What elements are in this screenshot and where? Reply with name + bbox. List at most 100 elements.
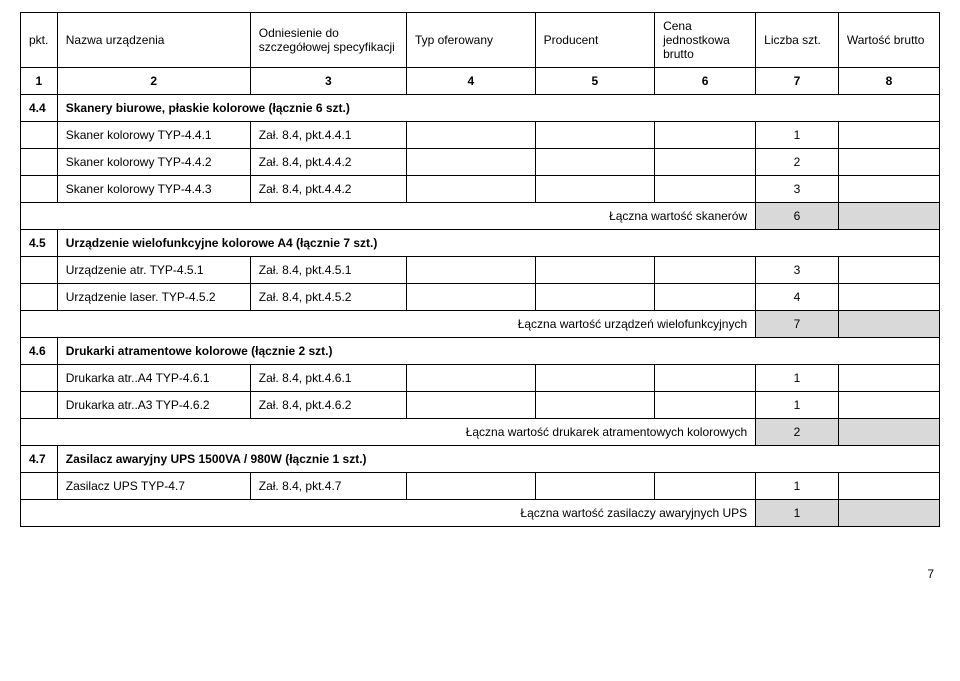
sum-qty: 1 [756, 500, 839, 527]
column-number-row: 1 2 3 4 5 6 7 8 [21, 68, 940, 95]
row-producer [535, 149, 654, 176]
row-name: Urządzenie laser. TYP-4.5.2 [57, 284, 250, 311]
row-name: Skaner kolorowy TYP-4.4.2 [57, 149, 250, 176]
header-col-5: Producent [535, 13, 654, 68]
row-pkt [21, 176, 58, 203]
sum-gross [838, 500, 939, 527]
section-sum-row: Łączna wartość skanerów 6 [21, 203, 940, 230]
colnum-6: 6 [655, 68, 756, 95]
row-ref: Zał. 8.4, pkt.4.5.1 [250, 257, 406, 284]
header-col-3: Odniesienie do szczegółowej specyfikacji [250, 13, 406, 68]
row-ref: Zał. 8.4, pkt.4.4.2 [250, 176, 406, 203]
row-name: Drukarka atr..A3 TYP-4.6.2 [57, 392, 250, 419]
row-qty: 2 [756, 149, 839, 176]
section-heading-row: 4.5 Urządzenie wielofunkcyjne kolorowe A… [21, 230, 940, 257]
sum-label: Łączna wartość skanerów [21, 203, 756, 230]
sum-gross [838, 311, 939, 338]
row-unit-price [655, 176, 756, 203]
section-heading-row: 4.4 Skanery biurowe, płaskie kolorowe (ł… [21, 95, 940, 122]
row-producer [535, 257, 654, 284]
row-producer [535, 365, 654, 392]
sum-qty: 6 [756, 203, 839, 230]
row-type [406, 365, 535, 392]
row-gross [838, 365, 939, 392]
colnum-1: 1 [21, 68, 58, 95]
colnum-8: 8 [838, 68, 939, 95]
row-gross [838, 257, 939, 284]
table-row: Skaner kolorowy TYP-4.4.2 Zał. 8.4, pkt.… [21, 149, 940, 176]
row-gross [838, 149, 939, 176]
sum-qty: 7 [756, 311, 839, 338]
row-qty: 3 [756, 176, 839, 203]
row-unit-price [655, 365, 756, 392]
row-unit-price [655, 284, 756, 311]
row-pkt [21, 257, 58, 284]
table-row: Skaner kolorowy TYP-4.4.1 Zał. 8.4, pkt.… [21, 122, 940, 149]
colnum-7: 7 [756, 68, 839, 95]
row-pkt [21, 284, 58, 311]
section-sum-row: Łączna wartość urządzeń wielofunkcyjnych… [21, 311, 940, 338]
row-producer [535, 473, 654, 500]
row-producer [535, 176, 654, 203]
section-heading-row: 4.6 Drukarki atramentowe kolorowe (łączn… [21, 338, 940, 365]
sum-label: Łączna wartość drukarek atramentowych ko… [21, 419, 756, 446]
header-col-4: Typ oferowany [406, 13, 535, 68]
section-number: 4.5 [21, 230, 58, 257]
row-type [406, 284, 535, 311]
section-sum-row: Łączna wartość zasilaczy awaryjnych UPS … [21, 500, 940, 527]
row-type [406, 473, 535, 500]
row-pkt [21, 365, 58, 392]
row-qty: 1 [756, 365, 839, 392]
row-gross [838, 176, 939, 203]
section-number: 4.6 [21, 338, 58, 365]
row-unit-price [655, 473, 756, 500]
row-qty: 3 [756, 257, 839, 284]
row-unit-price [655, 257, 756, 284]
row-ref: Zał. 8.4, pkt.4.5.2 [250, 284, 406, 311]
colnum-3: 3 [250, 68, 406, 95]
section-number: 4.7 [21, 446, 58, 473]
row-unit-price [655, 122, 756, 149]
header-col-2: Nazwa urządzenia [57, 13, 250, 68]
row-name: Skaner kolorowy TYP-4.4.1 [57, 122, 250, 149]
table-row: Skaner kolorowy TYP-4.4.3 Zał. 8.4, pkt.… [21, 176, 940, 203]
row-name: Urządzenie atr. TYP-4.5.1 [57, 257, 250, 284]
row-producer [535, 284, 654, 311]
section-number: 4.4 [21, 95, 58, 122]
header-col-6: Cena jednostkowa brutto [655, 13, 756, 68]
table-row: Drukarka atr..A4 TYP-4.6.1 Zał. 8.4, pkt… [21, 365, 940, 392]
row-producer [535, 122, 654, 149]
row-type [406, 392, 535, 419]
table-row: Drukarka atr..A3 TYP-4.6.2 Zał. 8.4, pkt… [21, 392, 940, 419]
spec-table: pkt. Nazwa urządzenia Odniesienie do szc… [20, 12, 940, 527]
row-name: Drukarka atr..A4 TYP-4.6.1 [57, 365, 250, 392]
section-title: Zasilacz awaryjny UPS 1500VA / 980W (łąc… [57, 446, 939, 473]
section-title: Skanery biurowe, płaskie kolorowe (łączn… [57, 95, 939, 122]
section-heading-row: 4.7 Zasilacz awaryjny UPS 1500VA / 980W … [21, 446, 940, 473]
colnum-5: 5 [535, 68, 654, 95]
row-name: Zasilacz UPS TYP-4.7 [57, 473, 250, 500]
table-row: Zasilacz UPS TYP-4.7 Zał. 8.4, pkt.4.7 1 [21, 473, 940, 500]
row-pkt [21, 122, 58, 149]
section-title: Drukarki atramentowe kolorowe (łącznie 2… [57, 338, 939, 365]
sum-label: Łączna wartość urządzeń wielofunkcyjnych [21, 311, 756, 338]
row-qty: 1 [756, 392, 839, 419]
row-pkt [21, 473, 58, 500]
row-pkt [21, 392, 58, 419]
header-col-1: pkt. [21, 13, 58, 68]
colnum-2: 2 [57, 68, 250, 95]
row-ref: Zał. 8.4, pkt.4.7 [250, 473, 406, 500]
row-type [406, 176, 535, 203]
row-qty: 1 [756, 122, 839, 149]
row-gross [838, 473, 939, 500]
row-ref: Zał. 8.4, pkt.4.4.2 [250, 149, 406, 176]
header-col-7: Liczba szt. [756, 13, 839, 68]
section-sum-row: Łączna wartość drukarek atramentowych ko… [21, 419, 940, 446]
row-qty: 4 [756, 284, 839, 311]
sum-label: Łączna wartość zasilaczy awaryjnych UPS [21, 500, 756, 527]
row-qty: 1 [756, 473, 839, 500]
row-gross [838, 284, 939, 311]
row-ref: Zał. 8.4, pkt.4.4.1 [250, 122, 406, 149]
sum-gross [838, 419, 939, 446]
colnum-4: 4 [406, 68, 535, 95]
